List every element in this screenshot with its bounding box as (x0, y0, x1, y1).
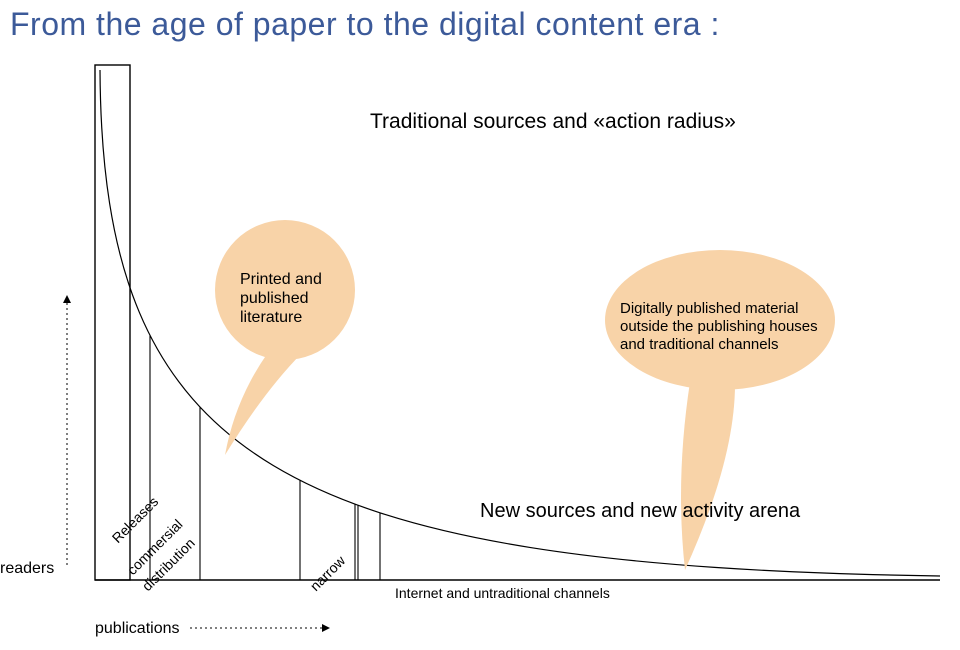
bubble-digital-text: Digitally published materialoutside the … (620, 300, 818, 354)
label-internet-channels: Internet and untraditional channels (395, 585, 610, 601)
bubble-printed-text: Printed andpublishedliterature (240, 270, 322, 328)
readers-axis-label: readers (0, 560, 54, 578)
page-title: From the age of paper to the digital con… (10, 6, 720, 43)
publications-axis-label: publications (95, 620, 180, 638)
subtitle: Traditional sources and «action radius» (370, 110, 736, 134)
diagram-stage: { "canvas": { "width": 960, "height": 65… (0, 0, 960, 650)
label-new-sources: New sources and new activity arena (480, 500, 800, 523)
